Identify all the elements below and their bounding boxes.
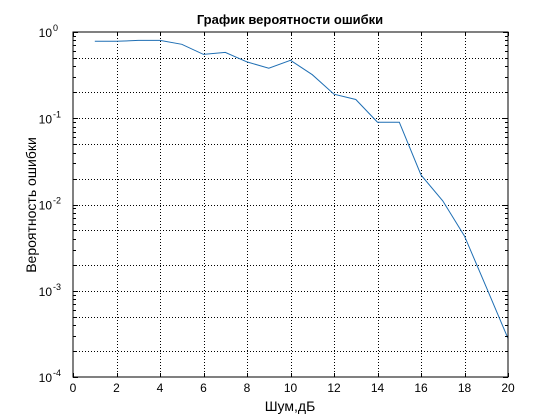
tick-layer [73,32,509,378]
series-line [94,39,509,339]
x-tick-label: 12 [327,381,341,395]
x-tick-label: 18 [458,381,472,395]
x-tick-label: 6 [200,381,207,395]
x-tick-label: 4 [157,381,164,395]
plot-area [73,32,508,377]
y-tick-label-base: 10 [39,285,53,299]
y-tick-label-exponent: -4 [53,368,61,378]
y-tick-label-base: 10 [39,371,53,385]
y-tick-label-base: 10 [39,199,53,213]
x-tick-label: 14 [371,381,385,395]
plot-frame [72,31,509,378]
y-tick-label-exponent: 0 [53,23,58,33]
y-tick-label-base: 10 [39,26,53,40]
chart-title: График вероятности ошибки [197,12,383,27]
x-tick-label: 10 [284,381,298,395]
y-tick-label-exponent: -2 [53,196,61,206]
grid-layer [73,32,508,377]
x-axis-label: Шум,дБ [265,398,316,414]
series-layer [94,39,509,339]
x-tick-label: 16 [414,381,428,395]
y-tick-label-base: 10 [39,112,53,126]
x-tick-label: 20 [501,381,515,395]
y-tick-label-exponent: -1 [53,109,61,119]
y-tick-label-exponent: -3 [53,282,61,292]
x-tick-label: 2 [113,381,120,395]
y-axis-label: Вероятность ошибки [23,137,39,273]
x-tick-label: 0 [70,381,77,395]
x-tick-label: 8 [244,381,251,395]
x-tick-labels: 0 2 4 6 8 10 12 14 16 18 20 [70,381,515,395]
